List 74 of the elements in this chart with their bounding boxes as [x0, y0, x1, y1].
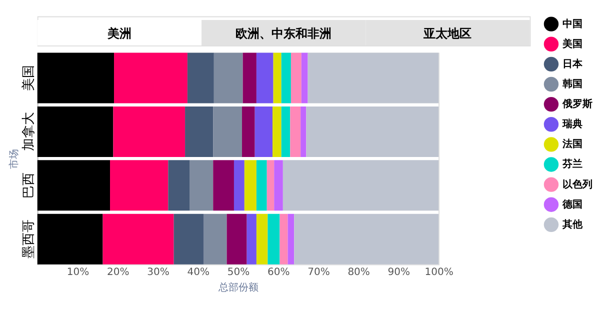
text: 美洲 [106, 26, 132, 40]
bar [256, 214, 268, 264]
text: 欧洲、中东和非洲 [236, 26, 332, 40]
bar [242, 52, 256, 104]
y-tick-label: 墨西哥 [21, 220, 36, 259]
bar [273, 52, 282, 104]
bar [113, 106, 186, 157]
bar [290, 106, 301, 157]
bar [254, 106, 272, 157]
bar [187, 52, 214, 104]
legend-label: 美国 [562, 38, 583, 50]
bar [281, 52, 291, 104]
bar [246, 214, 256, 264]
bar [280, 214, 288, 264]
bar [213, 160, 234, 211]
bar [300, 106, 306, 157]
bar [256, 52, 274, 104]
bar [37, 106, 114, 157]
bar [168, 160, 190, 211]
legend-label: 以色列 [562, 178, 593, 190]
bar [190, 160, 214, 211]
x-tick-label: 30% [147, 266, 170, 278]
bar [37, 214, 103, 264]
legend-label: 日本 [562, 58, 584, 70]
x-tick-label: 50% [227, 266, 250, 278]
legend-label: 俄罗斯 [562, 98, 593, 110]
legend-label: 其他 [562, 218, 584, 230]
bar [288, 214, 294, 264]
bar [290, 52, 302, 104]
bar [308, 52, 439, 104]
text: 亚太地区 [422, 26, 472, 40]
bar [294, 214, 439, 264]
x-tick-label: 60% [267, 266, 290, 278]
bar [282, 160, 439, 211]
bar [268, 214, 280, 264]
y-tick-label: 美国 [20, 65, 36, 92]
bar [234, 160, 244, 211]
bar [281, 106, 290, 157]
legend-label: 韩国 [562, 78, 583, 90]
legend-label: 芬兰 [562, 158, 583, 170]
x-tick-label: 100% [424, 266, 454, 278]
bar [174, 214, 204, 264]
bar [274, 160, 283, 211]
bar [226, 214, 247, 264]
bar [110, 160, 168, 211]
x-tick-label: 10% [66, 266, 90, 278]
y-tick-label: 加拿大 [21, 112, 36, 152]
bar [213, 106, 242, 157]
bar [185, 106, 214, 157]
bar [306, 106, 439, 157]
x-tick-label: 40% [187, 266, 210, 278]
x-axis-title: 总部份额 [217, 281, 258, 294]
bar [256, 160, 267, 211]
bar [242, 106, 255, 157]
y-tick-label: 巴西 [21, 172, 36, 198]
legend-label: 德国 [562, 198, 583, 210]
bar [102, 214, 174, 264]
bar [203, 214, 227, 264]
legend-label: 中国 [562, 18, 583, 30]
x-tick-label: 20% [106, 266, 130, 278]
bar [37, 52, 114, 104]
bar [272, 106, 282, 157]
bar [214, 52, 243, 104]
bar [301, 52, 308, 104]
legend-label: 瑞典 [562, 118, 583, 130]
x-tick-label: 80% [348, 266, 370, 278]
y-axis-title: 市场 [8, 149, 20, 170]
bar [114, 52, 188, 104]
bar [244, 160, 256, 211]
bar [37, 160, 110, 211]
bar [266, 160, 274, 211]
x-tick-label: 90% [388, 266, 410, 278]
legend-label: 法国 [562, 138, 583, 150]
x-tick-label: 70% [308, 266, 330, 278]
